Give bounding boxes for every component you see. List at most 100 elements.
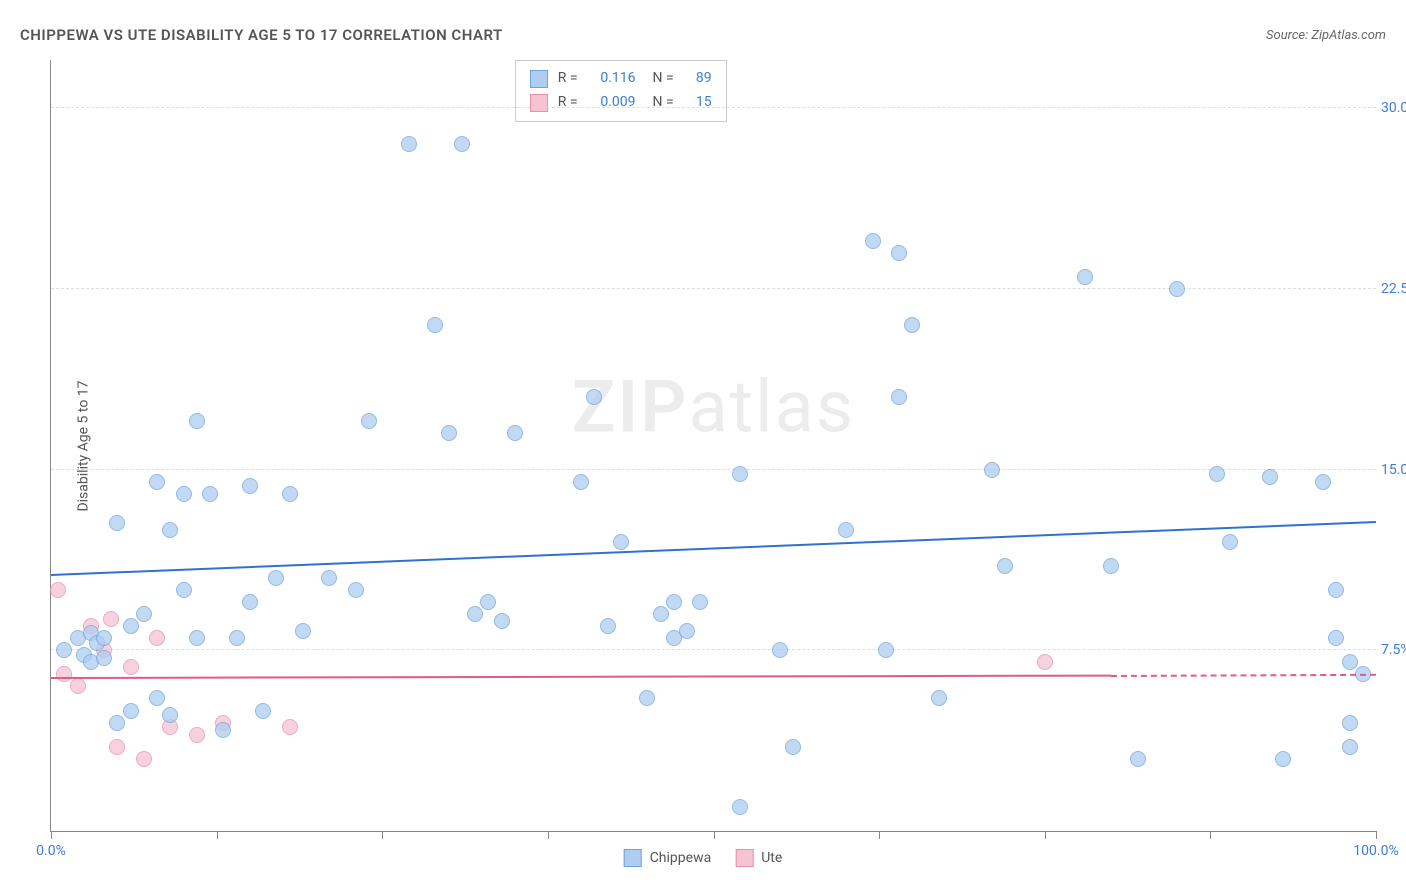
chart-title: CHIPPEWA VS UTE DISABILITY AGE 5 TO 17 C… — [20, 26, 503, 44]
data-point — [162, 522, 178, 538]
data-point — [931, 690, 947, 706]
trendline — [51, 675, 1111, 679]
data-point — [123, 618, 139, 634]
data-point — [1275, 751, 1291, 767]
data-point — [268, 570, 284, 586]
legend-swatch-ute — [735, 849, 753, 867]
data-point — [613, 534, 629, 550]
y-tick-label: 15.0% — [1381, 462, 1406, 478]
legend-n-value: 89 — [684, 67, 712, 91]
data-point — [891, 389, 907, 405]
data-point — [149, 630, 165, 646]
data-point — [109, 739, 125, 755]
data-point — [1262, 469, 1278, 485]
data-point — [984, 462, 1000, 478]
y-tick-label: 30.0% — [1381, 100, 1406, 116]
data-point — [282, 719, 298, 735]
data-point — [480, 594, 496, 610]
data-point — [1342, 739, 1358, 755]
gridline — [51, 649, 1376, 650]
data-point — [1103, 558, 1119, 574]
data-point — [123, 659, 139, 675]
x-tick-label-right: 100.0% — [1353, 843, 1398, 859]
data-point — [573, 474, 589, 490]
data-point — [454, 136, 470, 152]
chart-header: CHIPPEWA VS UTE DISABILITY AGE 5 TO 17 C… — [20, 20, 1386, 50]
data-point — [176, 486, 192, 502]
data-point — [507, 425, 523, 441]
data-point — [600, 618, 616, 634]
legend-r-value: 0.009 — [588, 91, 636, 115]
data-point — [441, 425, 457, 441]
data-point — [904, 317, 920, 333]
data-point — [123, 703, 139, 719]
data-point — [1077, 269, 1093, 285]
data-point — [586, 389, 602, 405]
chart-source: Source: ZipAtlas.com — [1266, 28, 1386, 43]
data-point — [136, 606, 152, 622]
data-point — [1342, 715, 1358, 731]
legend-r-value: 0.116 — [588, 67, 636, 91]
trendline — [51, 521, 1376, 576]
legend-n-label: N = — [646, 91, 674, 115]
data-point — [50, 582, 66, 598]
data-point — [136, 751, 152, 767]
data-point — [1222, 534, 1238, 550]
data-point — [189, 727, 205, 743]
data-point — [401, 136, 417, 152]
data-point — [865, 233, 881, 249]
legend-label: Chippewa — [650, 850, 712, 866]
trendline-extrapolated — [1111, 674, 1376, 677]
data-point — [361, 413, 377, 429]
data-point — [1130, 751, 1146, 767]
data-point — [96, 650, 112, 666]
data-point — [1037, 654, 1053, 670]
data-point — [878, 642, 894, 658]
data-point — [149, 690, 165, 706]
data-point — [176, 582, 192, 598]
data-point — [229, 630, 245, 646]
x-tick — [1045, 831, 1046, 839]
legend-r-label: R = — [558, 67, 578, 91]
data-point — [242, 594, 258, 610]
data-point — [1328, 582, 1344, 598]
data-point — [666, 594, 682, 610]
x-tick — [51, 831, 52, 839]
data-point — [1209, 466, 1225, 482]
data-point — [1328, 630, 1344, 646]
legend-item-chippewa: Chippewa — [624, 849, 712, 867]
data-point — [149, 474, 165, 490]
data-point — [348, 582, 364, 598]
data-point — [255, 703, 271, 719]
x-tick — [382, 831, 383, 839]
legend-label: Ute — [761, 850, 782, 866]
data-point — [202, 486, 218, 502]
data-point — [96, 630, 112, 646]
data-point — [679, 623, 695, 639]
data-point — [321, 570, 337, 586]
legend-row: R = 0.116 N = 89 — [530, 67, 712, 91]
legend-item-ute: Ute — [735, 849, 782, 867]
data-point — [189, 630, 205, 646]
legend-swatch-ute — [530, 94, 548, 112]
data-point — [242, 478, 258, 494]
x-tick — [217, 831, 218, 839]
x-tick-label-left: 0.0% — [36, 843, 66, 859]
x-tick — [1376, 831, 1377, 839]
data-point — [467, 606, 483, 622]
data-point — [838, 522, 854, 538]
watermark-bold: ZIP — [572, 364, 688, 449]
data-point — [56, 642, 72, 658]
gridline — [51, 469, 1376, 470]
y-tick-label: 22.5% — [1381, 281, 1406, 297]
data-point — [732, 799, 748, 815]
data-point — [162, 707, 178, 723]
data-point — [1169, 281, 1185, 297]
data-point — [639, 690, 655, 706]
data-point — [70, 678, 86, 694]
series-legend: Chippewa Ute — [624, 849, 783, 867]
legend-n-value: 15 — [684, 91, 712, 115]
legend-r-label: R = — [558, 91, 578, 115]
data-point — [103, 611, 119, 627]
chart-plot-area: ZIPatlas R = 0.116 N = 89 R = 0.009 N = … — [50, 60, 1376, 832]
